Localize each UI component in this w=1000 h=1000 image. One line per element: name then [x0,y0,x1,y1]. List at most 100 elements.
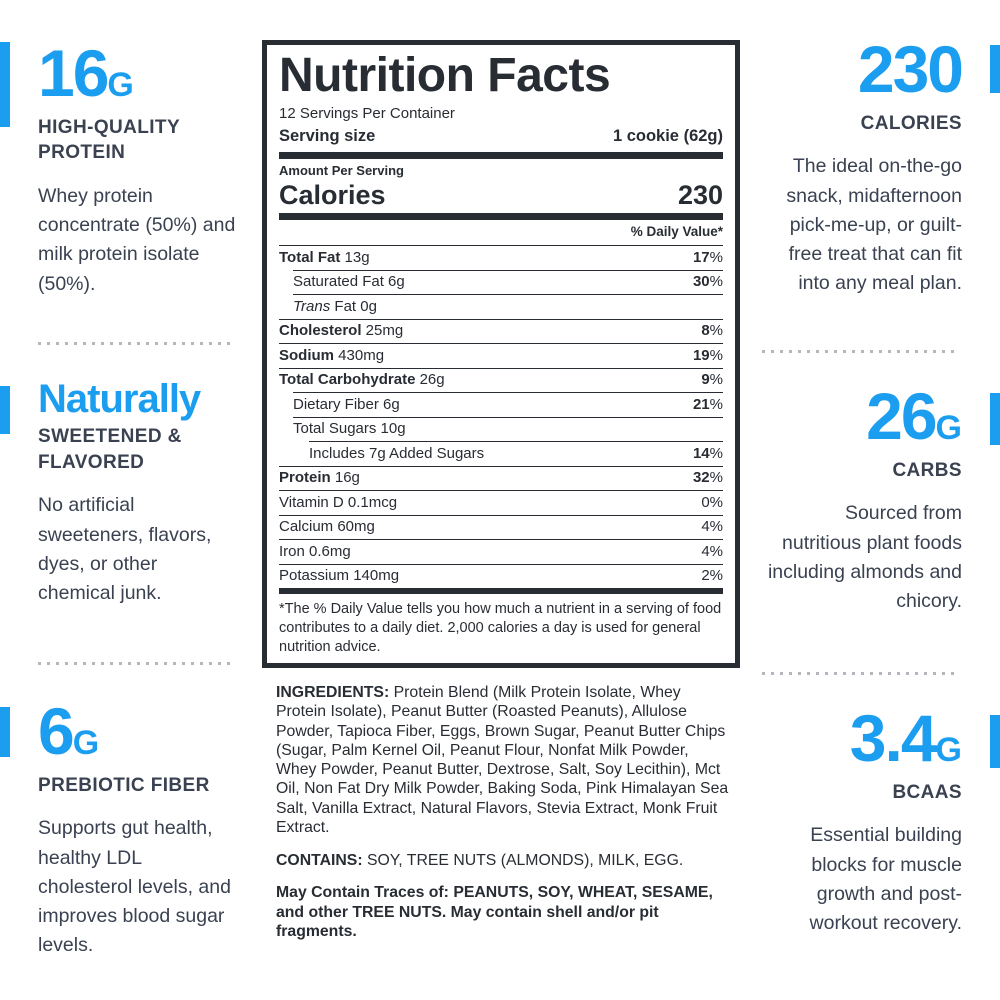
nutrient-daily-value: 4% [701,542,723,560]
accent-bar-fiber [0,707,10,757]
ingredients-paragraph: INGREDIENTS: Protein Blend (Milk Protein… [276,683,732,837]
nutrient-row: Sodium 430mg 19% [279,343,723,368]
stat-value-fiber: 6G [38,698,238,764]
nutrient-daily-value: 32% [692,469,723,487]
contains-label: CONTAINS: [276,852,363,870]
stat-unit: G [935,731,962,769]
nutrient-daily-value: 17% [692,248,723,266]
nutrient-row: Includes 7g Added Sugars 14% [309,441,723,466]
label-title: Nutrition Facts [279,49,611,102]
section-body: Essential building blocks for muscle gro… [809,824,962,935]
stat-unit: G [935,409,962,447]
accent-bar-carbs [990,393,1000,445]
serving-size-value: 1 cookie (62g) [612,127,723,146]
calories-label: Calories [279,179,386,210]
accent-bar-naturally [0,386,10,434]
nutrient-name: Saturated Fat 6g [293,273,405,291]
stat-section-fiber: 6G PREBIOTIC FIBER Supports gut health, … [38,698,238,961]
section-body: No artificial sweeteners, flavors, dyes,… [38,494,212,605]
section-heading: BCAAS [892,781,962,803]
nutrient-row: Total Carbohydrate 26g 9% [279,367,723,393]
nutrient-name: Total Fat 13g [279,248,370,266]
dotted-divider [762,350,959,353]
stat-value-carbs: 26G [762,383,962,449]
nutrient-name: Calcium 60mg [279,518,375,536]
nutrient-name: Vitamin D 0.1mcg [279,493,398,511]
stat-value-protein: 16G [38,40,238,106]
nutrient-row: Vitamin D 0.1mcg 0% [279,490,723,515]
stat-section-naturally: Naturally SWEETENED & FLAVORED No artifi… [38,377,238,608]
stat-number: 230 [857,32,964,106]
stat-number: 16 [38,36,109,110]
stat-section-carbs: 26G CARBS Sourced from nutritious plant … [762,383,962,616]
thick-rule [279,213,723,221]
may-contain-paragraph: May Contain Traces of: PEANUTS, SOY, WHE… [276,884,713,940]
nutrient-daily-value: 8% [701,322,723,340]
serving-size-label: Serving size [279,127,376,146]
nutrient-daily-value: 9% [701,371,723,389]
ingredients-label: INGREDIENTS: [276,684,390,701]
nutrient-name: Protein 16g [279,469,360,487]
section-heading: HIGH-QUALITY PROTEIN [38,116,180,164]
section-heading: CARBS [892,459,962,481]
dotted-divider [38,662,235,665]
nutrient-name: Potassium 140mg [279,567,400,585]
nutrient-daily-value: 2% [701,567,723,585]
nutrient-row: Iron 0.6mg 4% [279,539,723,564]
stat-section-protein: 16G HIGH-QUALITY PROTEIN Whey protein co… [38,40,238,299]
nutrient-row: Total Sugars 10g [293,416,723,442]
section-body: Sourced from nutritious plant foods incl… [767,502,962,613]
stat-number: 6 [38,694,75,768]
accent-bar-protein [0,42,10,127]
nutrient-row: Saturated Fat 6g 30% [293,269,723,295]
stat-value-calories: 230 [762,36,964,102]
amount-per-serving: Amount Per Serving [279,162,404,178]
dotted-divider [762,672,959,675]
nutrient-name: Iron 0.6mg [279,542,351,560]
nutrient-name: Sodium 430mg [279,346,385,364]
nutrient-name: Cholesterol 25mg [279,322,404,340]
nutrient-row: Dietary Fiber 6g 21% [293,392,723,417]
stat-unit: G [107,66,134,104]
stat-value-naturally: Naturally [38,377,238,421]
nutrient-name: Total Carbohydrate 26g [279,371,445,389]
accent-bar-calories [990,45,1000,93]
stat-unit: G [72,724,100,762]
nutrient-row: Calcium 60mg 4% [279,514,723,540]
calories-row: Calories 230 [279,179,723,210]
daily-value-footnote: *The % Daily Value tells you how much a … [279,601,722,656]
stat-section-calories: 230 CALORIES The ideal on-the-go snack, … [762,36,964,299]
calories-value: 230 [677,179,723,210]
dotted-divider [38,342,235,345]
stat-number: 3.4 [849,701,938,775]
accent-bar-bcaas [990,715,1000,768]
nutrient-row: Protein 16g 32% [279,465,723,491]
section-heading: SWEETENED & FLAVORED [38,426,182,473]
stat-number: 26 [866,379,937,453]
nutrient-daily-value: 0% [701,493,723,511]
stat-section-bcaas: 3.4G BCAAS Essential building blocks for… [762,705,962,938]
nutrition-facts-label: Nutrition Facts 12 Servings Per Containe… [262,40,740,668]
nutrient-name: Dietary Fiber 6g [293,395,400,413]
stat-number: Naturally [38,377,201,421]
section-body: Whey protein concentrate (50%) and milk … [38,184,236,295]
ingredients-block: INGREDIENTS: Protein Blend (Milk Protein… [276,683,732,941]
stat-value-bcaas: 3.4G [762,705,962,771]
nutrient-daily-value: 19% [692,346,723,364]
nutrient-daily-value: 4% [701,518,723,536]
section-body: The ideal on-the-go snack, midafternoon … [786,155,962,295]
daily-value-header: % Daily Value* [630,224,723,240]
contains-paragraph: CONTAINS: SOY, TREE NUTS (ALMONDS), MILK… [276,851,732,870]
section-heading: CALORIES [860,112,962,134]
nutrient-daily-value: 14% [692,444,723,462]
section-body: Supports gut health, healthy LDL cholest… [38,817,231,957]
section-heading: PREBIOTIC FIBER [38,774,210,796]
nutrient-row: Cholesterol 25mg 8% [279,318,723,344]
nutrient-daily-value: 21% [692,395,723,413]
servings-per-container: 12 Servings Per Container [279,105,455,123]
thick-rule [279,588,723,595]
nutrient-name: Total Sugars 10g [293,420,406,438]
serving-size-row: Serving size 1 cookie (62g) [279,127,723,147]
nutrient-row: Total Fat 13g 17% [279,245,723,270]
